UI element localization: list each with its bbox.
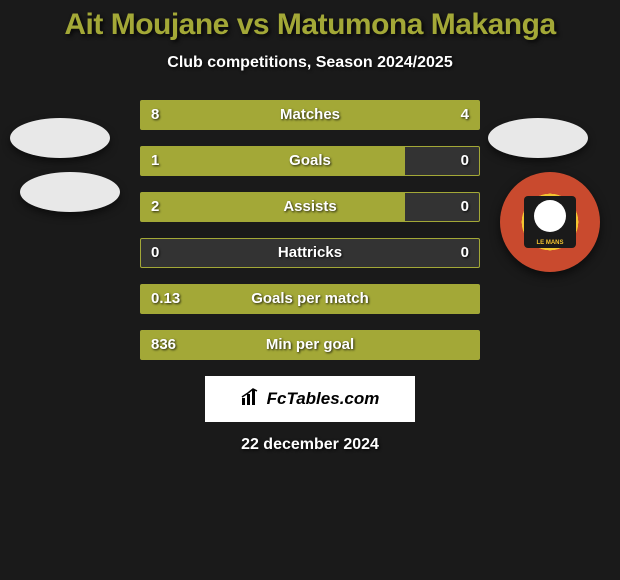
stat-label: Matches xyxy=(141,101,479,129)
comparison-card: Ait Moujane vs Matumona Makanga Club com… xyxy=(0,0,620,454)
stat-label: Goals per match xyxy=(141,285,479,313)
player1-avatar-oval xyxy=(10,118,110,158)
stat-label: Min per goal xyxy=(141,331,479,359)
stat-label: Hattricks xyxy=(141,239,479,267)
badge-text: LE MANS xyxy=(524,240,576,246)
stat-row: 00Hattricks xyxy=(140,238,480,268)
stat-label: Goals xyxy=(141,147,479,175)
player2-avatar-oval xyxy=(488,118,588,158)
stat-row: 836Min per goal xyxy=(140,330,480,360)
stat-row: 0.13Goals per match xyxy=(140,284,480,314)
stat-row: 20Assists xyxy=(140,192,480,222)
page-title: Ait Moujane vs Matumona Makanga xyxy=(0,8,620,42)
player2-team-badge: LE MANS xyxy=(500,172,600,272)
stat-label: Assists xyxy=(141,193,479,221)
stat-row: 10Goals xyxy=(140,146,480,176)
date-label: 22 december 2024 xyxy=(0,436,620,454)
brand-label: FcTables.com xyxy=(267,389,380,409)
brand-banner: FcTables.com xyxy=(205,376,415,422)
page-subtitle: Club competitions, Season 2024/2025 xyxy=(0,54,620,72)
badge-inner: LE MANS xyxy=(524,196,576,248)
chart-icon xyxy=(241,388,263,411)
stat-row: 84Matches xyxy=(140,100,480,130)
soccer-ball-icon xyxy=(534,200,566,232)
player1-team-oval xyxy=(20,172,120,212)
